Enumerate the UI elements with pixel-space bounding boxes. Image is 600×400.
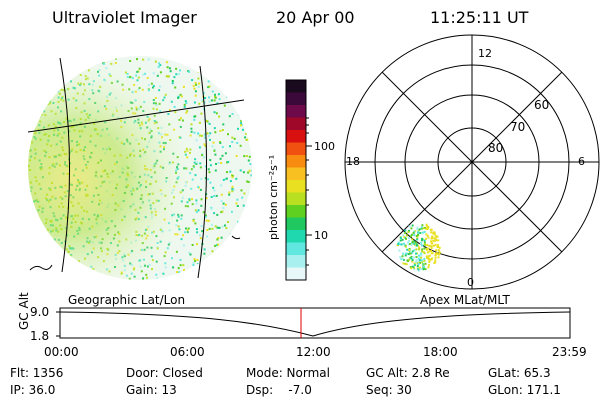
colorbar-cell: [286, 167, 306, 181]
colorbar-cell: [286, 255, 306, 268]
info-gain: Gain: 13: [126, 383, 177, 397]
timeline-axis-label: GC Alt: [17, 292, 31, 330]
info-ip: IP: 36.0: [10, 383, 56, 397]
coastline-fragment: [231, 235, 241, 240]
info-glat: GLat: 65.3: [488, 366, 551, 380]
timeline-frame: [59, 307, 571, 339]
colorbar-label-10: 10: [314, 229, 328, 242]
colorbar-cell: [286, 92, 306, 106]
info-seq: Seq: 30: [366, 383, 412, 397]
lat-label-80: 80: [488, 141, 504, 155]
info-mode: Mode: Normal: [246, 366, 330, 380]
colorbar-cell: [286, 155, 306, 168]
colorbar-cells: [286, 80, 306, 281]
colorbar-cell: [286, 192, 306, 206]
info-flight: Flt: 1356: [10, 366, 64, 380]
lat-label-70: 70: [510, 120, 526, 134]
colorbar-cell: [286, 117, 306, 131]
info-dsp: Dsp: -7.0: [246, 383, 312, 397]
info-door: Door: Closed: [126, 366, 203, 380]
mlt-label-0: 0: [467, 276, 474, 289]
altitude-curve: [59, 311, 571, 337]
timeline-ytick-1-8: 1.8: [30, 329, 50, 343]
polar-meridian-diagonal: [381, 71, 563, 253]
date-label: 20 Apr 00: [276, 8, 355, 27]
colorbar-cell: [286, 267, 306, 281]
globe-longitude-line: [59, 57, 71, 273]
globe-longitude-line: [197, 65, 208, 279]
coastline-fragment: [29, 264, 53, 271]
colorbar-cell: [286, 130, 306, 143]
mlt-label-18: 18: [346, 155, 360, 168]
colorbar-cell: [286, 142, 306, 156]
mlt-label-12: 12: [478, 47, 492, 60]
timeline-xtick-0000: 00:00: [44, 345, 79, 359]
colorbar-cell: [286, 105, 306, 118]
colorbar-cell: [286, 242, 306, 256]
auroral-image-patch: [396, 223, 441, 272]
info-gc-alt: GC Alt: 2.8 Re: [366, 366, 450, 380]
mlt-label-6: 6: [578, 155, 585, 168]
globe-latitude-line: [27, 99, 245, 133]
colorbar-cell: [286, 80, 306, 93]
time-label: 11:25:11 UT: [430, 8, 529, 27]
timeline-xtick-1800: 18:00: [423, 345, 458, 359]
polar-caption: Apex MLat/MLT: [420, 293, 510, 307]
globe-caption: Geographic Lat/Lon: [68, 293, 186, 307]
colorbar-cell: [286, 217, 306, 231]
colorbar-cell: [286, 205, 306, 218]
timeline-xtick-0600: 06:00: [170, 345, 205, 359]
timeline-xtick-1200: 12:00: [296, 345, 331, 359]
lat-label-60: 60: [534, 98, 550, 112]
colorbar-label-100: 100: [314, 140, 335, 153]
timeline-ytick-9: 9.0: [30, 305, 50, 319]
colorbar-cell: [286, 230, 306, 243]
timeline-xtick-2359: 23:59: [552, 345, 587, 359]
colorbar-cell: [286, 180, 306, 193]
instrument-title: Ultraviolet Imager: [52, 8, 197, 27]
info-glon: GLon: 171.1: [488, 383, 561, 397]
colorbar-frame: [285, 79, 307, 281]
